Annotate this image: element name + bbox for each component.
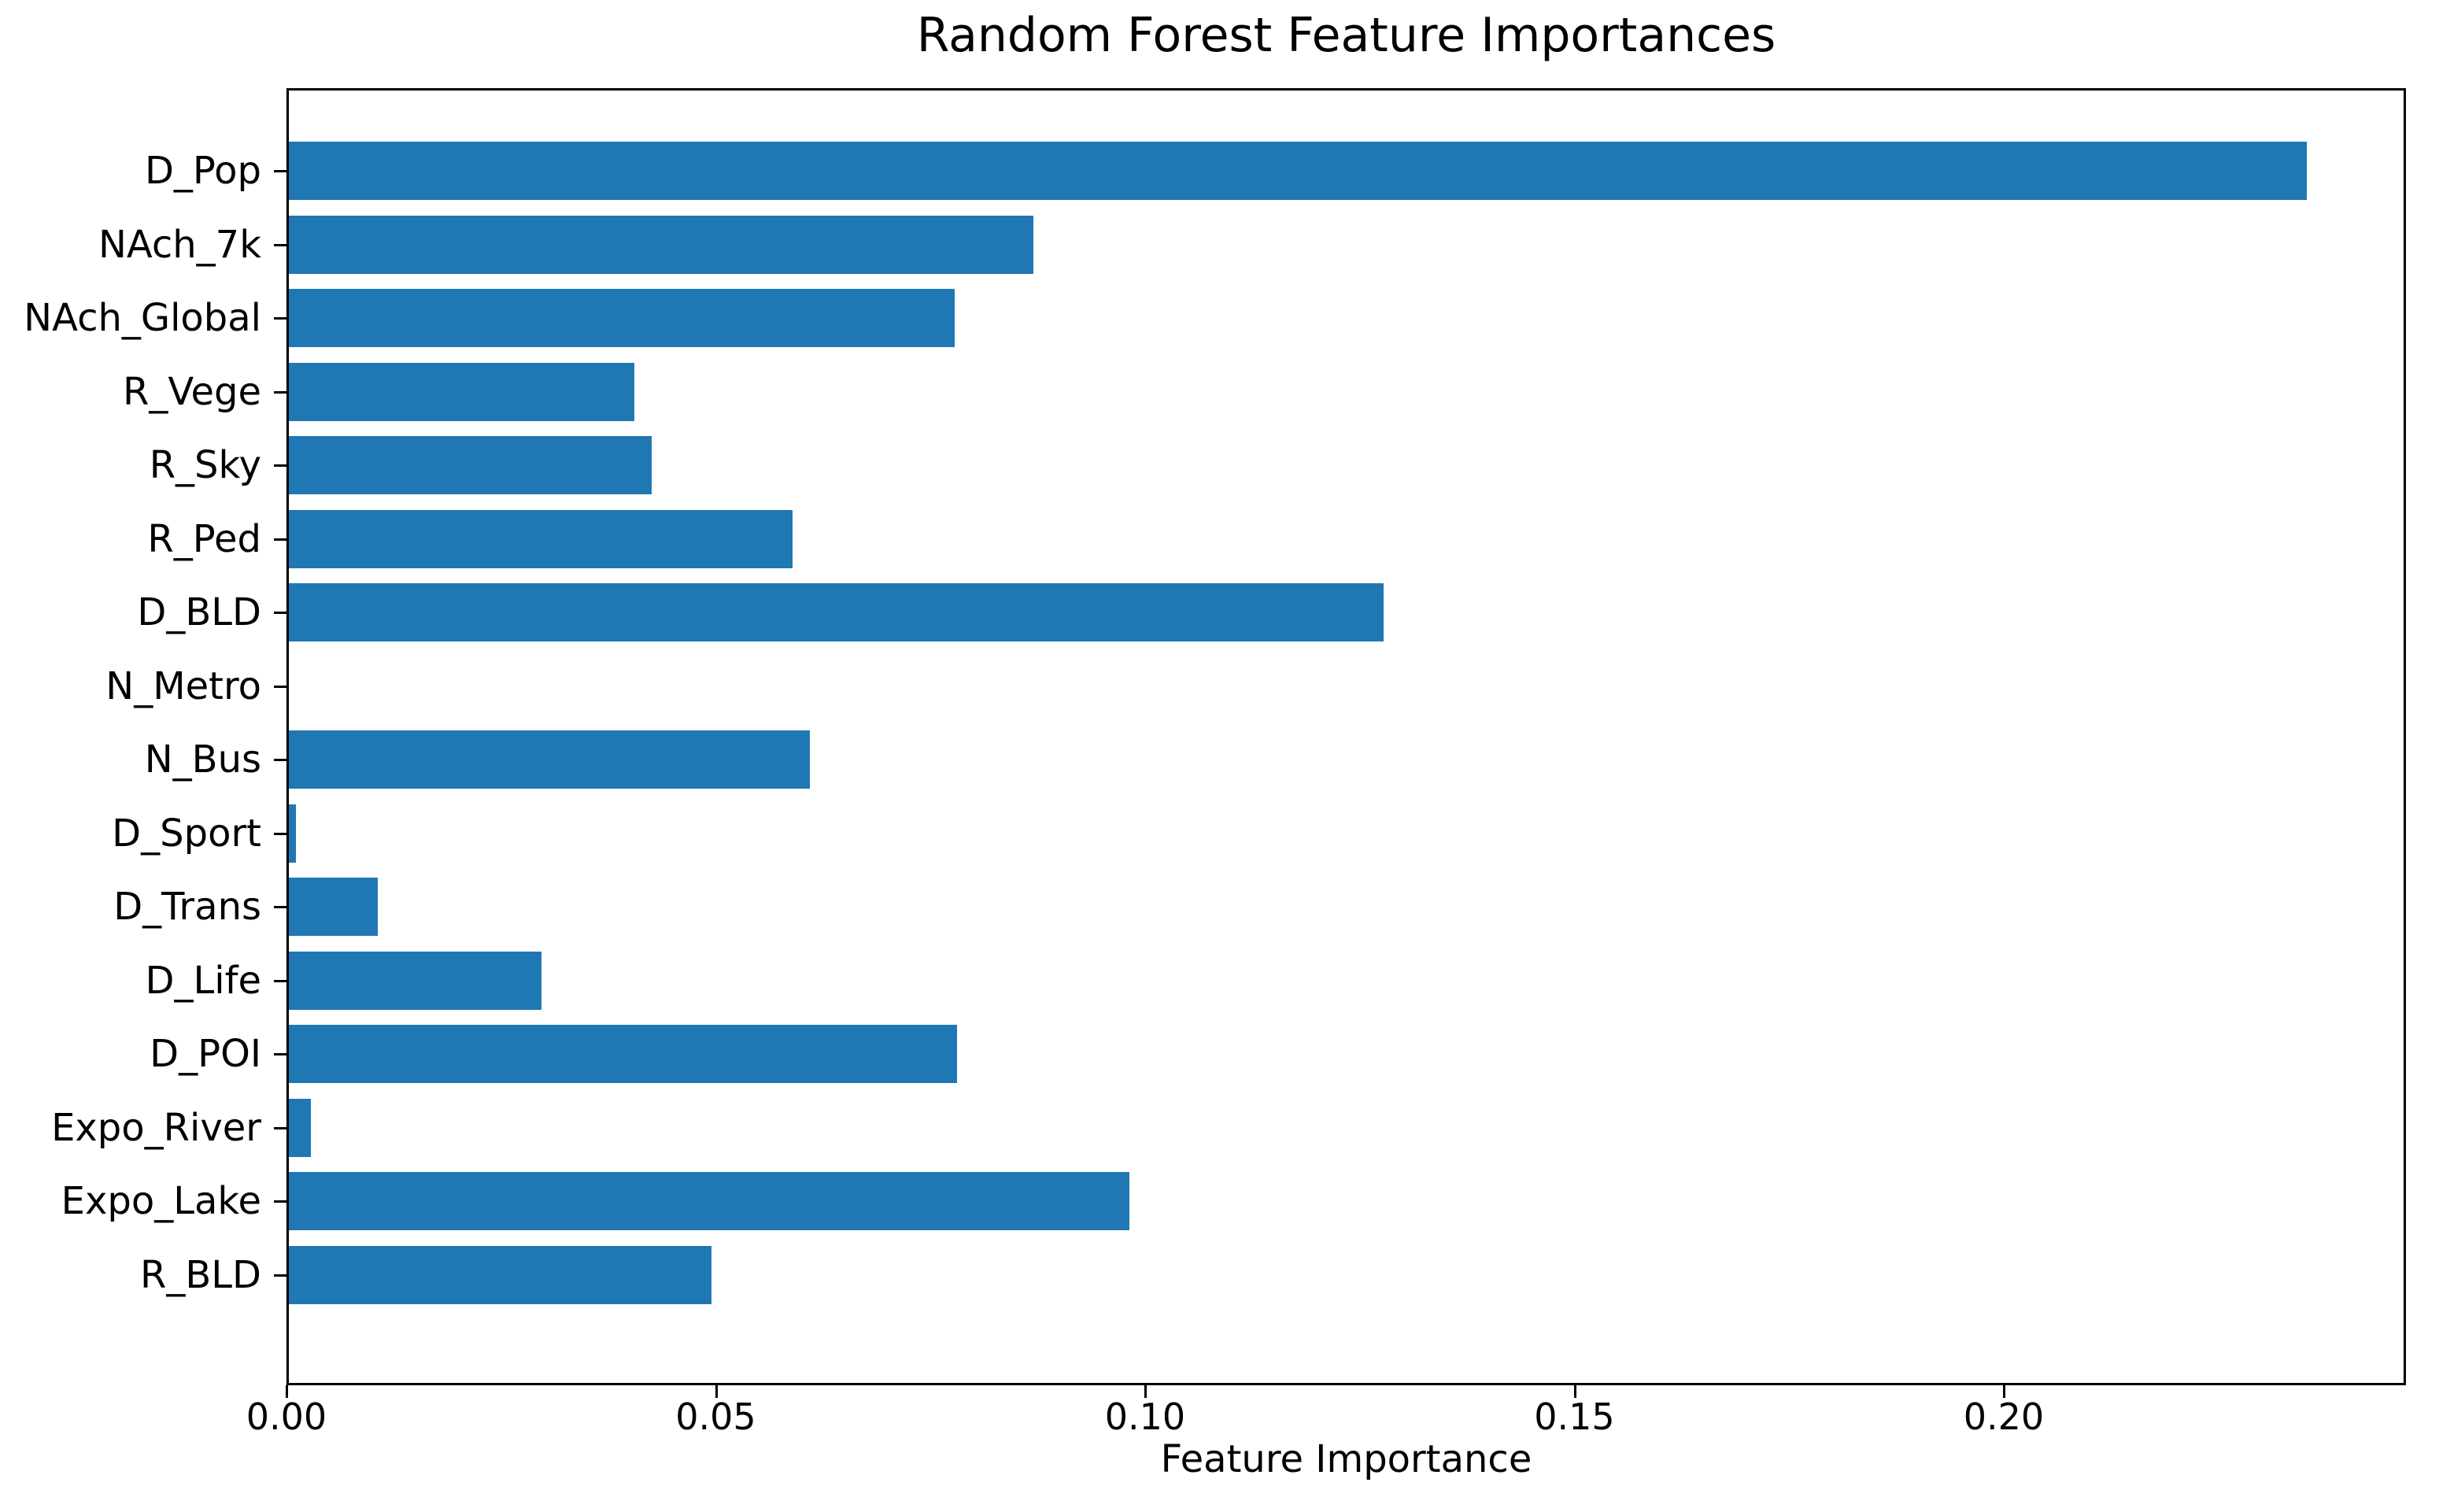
y-tick-label-R_Sky: R_Sky	[149, 443, 261, 487]
y-tick-D_Sport	[274, 832, 286, 835]
bar-D_Life	[289, 951, 541, 1010]
bar-D_BLD	[289, 583, 1384, 641]
bar-NAch_Global	[289, 289, 955, 347]
bar-R_Ped	[289, 509, 793, 568]
x-tick-0.15	[1573, 1385, 1576, 1398]
bar-D_Trans	[289, 878, 378, 936]
y-tick-label-D_Life: D_Life	[145, 958, 261, 1003]
x-tick-0.10	[1144, 1385, 1147, 1398]
y-tick-R_Vege	[274, 390, 286, 394]
y-tick-label-Expo_River: Expo_River	[51, 1105, 261, 1150]
y-tick-R_Sky	[274, 464, 286, 467]
bar-D_Pop	[289, 142, 2307, 200]
chart-title: Random Forest Feature Importances	[916, 8, 1776, 63]
y-tick-D_Trans	[274, 906, 286, 908]
y-tick-label-D_Pop: D_Pop	[144, 149, 261, 193]
y-tick-D_Pop	[274, 170, 286, 172]
y-tick-label-D_Trans: D_Trans	[113, 885, 261, 929]
y-tick-D_Life	[274, 979, 286, 982]
y-tick-label-D_BLD: D_BLD	[137, 590, 261, 634]
y-tick-N_Metro	[274, 685, 286, 688]
y-tick-R_Ped	[274, 538, 286, 541]
x-tick-label-0.05: 0.05	[675, 1396, 756, 1438]
bar-Expo_Lake	[289, 1172, 1129, 1230]
y-tick-label-R_BLD: R_BLD	[140, 1252, 261, 1297]
bar-R_Vege	[289, 362, 634, 421]
y-tick-N_Bus	[274, 759, 286, 761]
bar-D_POI	[289, 1025, 957, 1083]
x-tick-label-0.15: 0.15	[1534, 1396, 1615, 1438]
y-tick-R_BLD	[274, 1274, 286, 1277]
bar-R_Sky	[289, 436, 652, 494]
y-tick-label-D_POI: D_POI	[150, 1032, 261, 1076]
y-tick-NAch_7k	[274, 243, 286, 246]
x-tick-label-0.10: 0.10	[1104, 1396, 1186, 1438]
x-tick-0.20	[2003, 1385, 2005, 1398]
bar-Expo_River	[289, 1098, 311, 1157]
y-tick-D_POI	[274, 1053, 286, 1055]
y-tick-label-NAch_Global: NAch_Global	[24, 296, 261, 340]
bar-N_Bus	[289, 730, 810, 789]
x-axis-label: Feature Importance	[1160, 1437, 1532, 1481]
y-tick-D_BLD	[274, 612, 286, 614]
y-tick-label-Expo_Lake: Expo_Lake	[61, 1179, 261, 1223]
y-tick-label-NAch_7k: NAch_7k	[98, 222, 261, 267]
y-tick-label-R_Ped: R_Ped	[147, 516, 261, 561]
bar-D_Sport	[289, 804, 296, 863]
y-tick-label-R_Vege: R_Vege	[123, 369, 261, 414]
x-tick-label-0.00: 0.00	[246, 1396, 327, 1438]
y-tick-label-N_Bus: N_Bus	[144, 738, 261, 782]
y-tick-label-N_Metro: N_Metro	[105, 664, 261, 708]
y-tick-NAch_Global	[274, 317, 286, 320]
y-tick-label-D_Sport: D_Sport	[112, 811, 261, 856]
x-tick-0.05	[715, 1385, 718, 1398]
x-tick-label-0.20: 0.20	[1963, 1396, 2045, 1438]
y-tick-Expo_Lake	[274, 1200, 286, 1203]
x-tick-0.00	[286, 1385, 288, 1398]
bar-NAch_7k	[289, 215, 1033, 274]
bar-R_BLD	[289, 1245, 711, 1304]
y-tick-Expo_River	[274, 1126, 286, 1129]
plot-area	[286, 88, 2406, 1385]
